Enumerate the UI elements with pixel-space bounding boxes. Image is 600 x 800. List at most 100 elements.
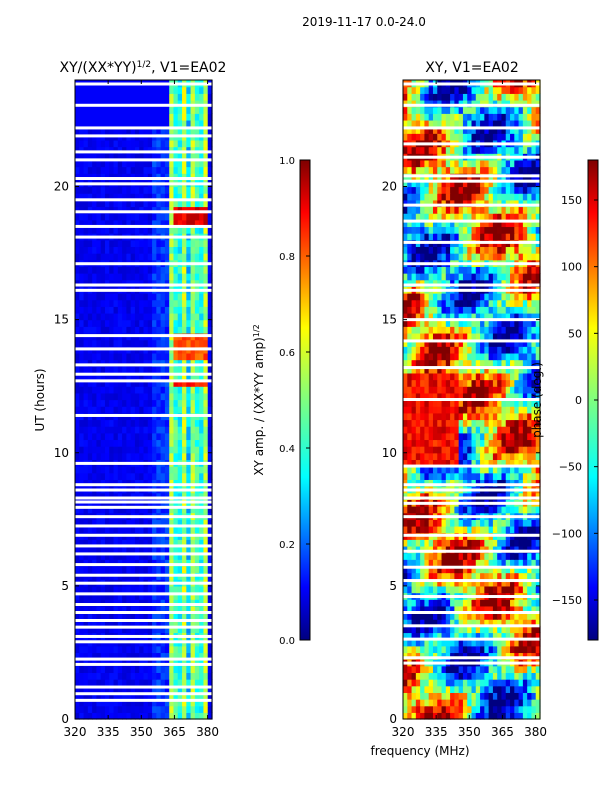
heatmap-cell xyxy=(450,619,455,627)
heatmap-cell xyxy=(411,359,417,367)
heatmap-cell xyxy=(83,279,89,287)
heatmap-cell xyxy=(104,605,110,614)
heatmap-cell xyxy=(186,319,192,327)
heatmap-cell xyxy=(514,599,520,607)
heatmap-cell xyxy=(139,539,145,547)
heatmap-cell xyxy=(79,372,85,381)
heatmap-cell xyxy=(134,585,140,594)
heatmap-cell xyxy=(514,572,520,580)
heatmap-cell xyxy=(113,166,119,174)
heatmap-cell xyxy=(415,599,421,607)
heatmap-cell xyxy=(190,246,196,254)
heatmap-cell xyxy=(87,625,93,634)
heatmap-cell xyxy=(130,153,136,161)
heatmap-cell xyxy=(160,113,166,121)
heatmap-cell xyxy=(505,699,511,707)
heatmap-cell xyxy=(156,359,162,367)
heatmap-cell xyxy=(207,545,213,554)
heatmap-cell xyxy=(437,386,443,394)
heatmap-cell xyxy=(207,599,213,607)
heatmap-cell xyxy=(104,379,110,387)
heatmap-cell xyxy=(156,139,162,148)
heatmap-cell xyxy=(522,506,528,514)
heatmap-cell xyxy=(92,652,98,660)
heatmap-cell xyxy=(75,352,80,361)
heatmap-cell xyxy=(164,399,170,407)
heatmap-cell xyxy=(518,685,524,693)
heatmap-cell xyxy=(199,492,205,500)
heatmap-cell xyxy=(462,372,468,381)
heatmap-cell xyxy=(522,712,528,720)
heatmap-cell xyxy=(160,326,166,334)
heatmap-cell xyxy=(207,199,213,208)
heatmap-cell xyxy=(207,492,213,500)
heatmap-cell xyxy=(152,452,157,461)
heatmap-cell xyxy=(441,579,447,587)
heatmap-cell xyxy=(156,206,162,214)
heatmap-cell xyxy=(190,226,196,234)
heatmap-cell xyxy=(441,672,447,680)
heatmap-cell xyxy=(160,372,166,381)
heatmap-cell xyxy=(432,712,438,720)
heatmap-cell xyxy=(199,106,205,114)
heatmap-cell xyxy=(139,279,145,287)
heatmap-cell xyxy=(428,539,434,547)
flagged-gap-row xyxy=(75,224,212,228)
flagged-gap-row xyxy=(75,126,212,130)
heatmap-cell xyxy=(194,432,200,441)
heatmap-cell xyxy=(139,545,145,554)
heatmap-cell xyxy=(104,293,110,301)
heatmap-cell xyxy=(527,339,533,347)
heatmap-cell xyxy=(203,585,209,594)
heatmap-cell xyxy=(501,639,507,647)
heatmap-cell xyxy=(160,359,166,367)
heatmap-cell xyxy=(156,525,162,534)
heatmap-cell xyxy=(471,692,477,700)
heatmap-cell xyxy=(160,319,166,327)
heatmap-cell xyxy=(488,399,494,407)
heatmap-cell xyxy=(160,559,166,567)
heatmap-cell xyxy=(445,426,451,434)
heatmap-cell xyxy=(471,379,477,387)
heatmap-cell xyxy=(156,466,162,474)
heatmap-cell xyxy=(177,266,183,274)
heatmap-cell xyxy=(79,266,85,274)
heatmap-cell xyxy=(109,319,115,327)
flagged-gap-row xyxy=(75,288,212,292)
heatmap-cell xyxy=(501,472,507,480)
heatmap-cell xyxy=(488,466,494,474)
heatmap-cell xyxy=(199,199,205,208)
heatmap-cell xyxy=(130,685,136,693)
heatmap-cell xyxy=(497,419,503,427)
heatmap-cell xyxy=(531,346,537,354)
heatmap-cell xyxy=(122,279,127,287)
heatmap-cell xyxy=(134,386,140,394)
heatmap-cell xyxy=(415,652,421,660)
heatmap-cell xyxy=(147,379,153,387)
heatmap-cell xyxy=(484,639,490,647)
heatmap-cell xyxy=(96,213,102,221)
heatmap-cell xyxy=(420,605,426,614)
heatmap-cell xyxy=(143,213,149,221)
heatmap-cell xyxy=(79,672,85,680)
heatmap-cell xyxy=(139,392,145,401)
heatmap-cell xyxy=(527,692,533,700)
heatmap-cell xyxy=(113,293,119,301)
heatmap-cell xyxy=(143,419,149,427)
heatmap-cell xyxy=(147,645,153,654)
heatmap-cell xyxy=(415,432,421,441)
heatmap-cell xyxy=(505,552,511,560)
heatmap-cell xyxy=(471,506,477,514)
heatmap-cell xyxy=(471,685,477,693)
heatmap-cell xyxy=(186,199,192,208)
heatmap-cell xyxy=(488,359,494,367)
heatmap-cell xyxy=(194,565,200,574)
heatmap-cell xyxy=(134,685,140,693)
heatmap-cell xyxy=(87,559,93,567)
heatmap-cell xyxy=(207,293,213,301)
heatmap-cell xyxy=(104,139,110,148)
heatmap-cell xyxy=(173,565,179,574)
heatmap-cell xyxy=(83,539,89,547)
heatmap-cell xyxy=(424,645,430,654)
heatmap-cell xyxy=(492,459,498,467)
